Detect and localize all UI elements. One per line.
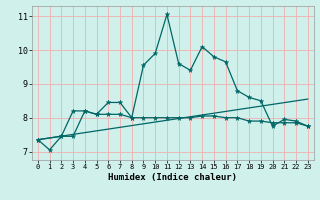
X-axis label: Humidex (Indice chaleur): Humidex (Indice chaleur) (108, 173, 237, 182)
